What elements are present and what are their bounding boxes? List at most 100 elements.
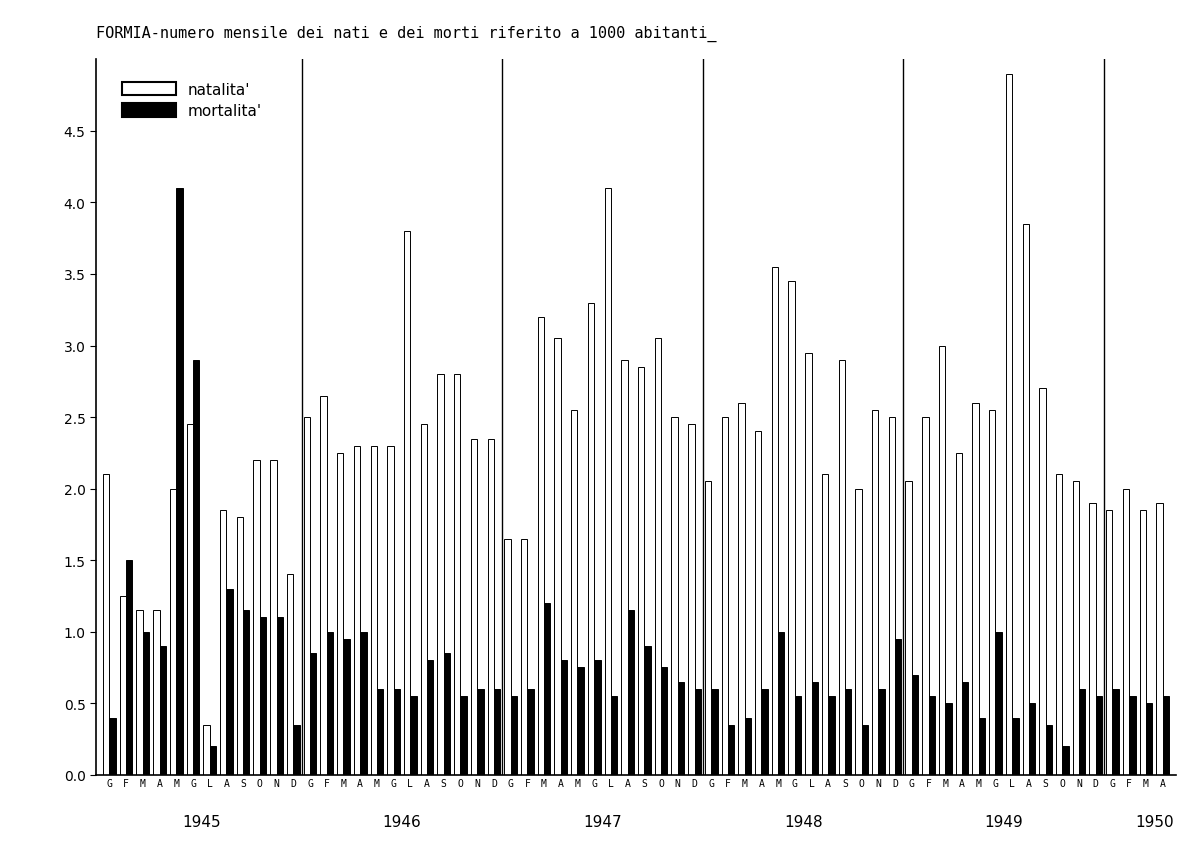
Bar <box>929 697 935 775</box>
Bar <box>862 725 868 775</box>
Bar <box>160 647 166 775</box>
Bar <box>745 718 751 775</box>
Bar <box>788 282 794 775</box>
Bar <box>410 697 416 775</box>
Bar <box>845 689 851 775</box>
Bar <box>170 489 176 775</box>
Bar <box>103 474 109 775</box>
Bar <box>594 660 600 775</box>
Bar <box>437 375 444 775</box>
Bar <box>1123 489 1129 775</box>
Bar <box>388 446 394 775</box>
Text: 1949: 1949 <box>984 814 1024 829</box>
Bar <box>421 424 427 775</box>
Bar <box>120 596 126 775</box>
Bar <box>1045 725 1052 775</box>
Bar <box>1056 474 1062 775</box>
Bar <box>126 561 132 775</box>
Bar <box>772 268 778 775</box>
Bar <box>1140 511 1146 775</box>
Bar <box>1096 697 1102 775</box>
Bar <box>1062 746 1069 775</box>
Bar <box>728 725 734 775</box>
Bar <box>938 346 946 775</box>
Bar <box>326 632 334 775</box>
Bar <box>310 653 317 775</box>
Bar <box>661 668 667 775</box>
Bar <box>560 660 568 775</box>
Bar <box>244 610 250 775</box>
Bar <box>889 418 895 775</box>
Bar <box>220 511 227 775</box>
Bar <box>628 610 634 775</box>
Bar <box>571 411 577 775</box>
Bar <box>404 232 410 775</box>
Bar <box>354 446 360 775</box>
Bar <box>923 418 929 775</box>
Bar <box>377 689 383 775</box>
Bar <box>260 617 266 775</box>
Legend: natalita', mortalita': natalita', mortalita' <box>114 75 270 127</box>
Bar <box>794 697 802 775</box>
Bar <box>1129 697 1135 775</box>
Bar <box>872 411 878 775</box>
Bar <box>187 424 193 775</box>
Bar <box>778 632 785 775</box>
Bar <box>1012 718 1019 775</box>
Bar <box>989 411 996 775</box>
Bar <box>655 339 661 775</box>
Bar <box>137 610 143 775</box>
Bar <box>805 353 811 775</box>
Bar <box>856 489 862 775</box>
Bar <box>527 689 534 775</box>
Text: 1946: 1946 <box>383 814 421 829</box>
Bar <box>678 682 684 775</box>
Bar <box>577 668 584 775</box>
Bar <box>962 682 968 775</box>
Bar <box>721 418 728 775</box>
Bar <box>906 482 912 775</box>
Bar <box>320 396 326 775</box>
Bar <box>712 689 718 775</box>
Bar <box>227 589 233 775</box>
Bar <box>444 653 450 775</box>
Bar <box>511 697 517 775</box>
Bar <box>1073 482 1079 775</box>
Bar <box>1006 75 1012 775</box>
Bar <box>811 682 818 775</box>
Bar <box>1106 511 1112 775</box>
Bar <box>478 689 484 775</box>
Bar <box>611 697 617 775</box>
Bar <box>588 303 594 775</box>
Text: FORMIA-numero mensile dei nati e dei morti riferito a 1000 abitanti_: FORMIA-numero mensile dei nati e dei mor… <box>96 26 716 42</box>
Text: 1945: 1945 <box>182 814 221 829</box>
Bar <box>895 639 901 775</box>
Bar <box>828 697 835 775</box>
Bar <box>822 474 828 775</box>
Text: 1948: 1948 <box>784 814 822 829</box>
Bar <box>470 439 478 775</box>
Bar <box>504 539 511 775</box>
Bar <box>972 403 979 775</box>
Bar <box>622 361 628 775</box>
Bar <box>337 453 343 775</box>
Bar <box>287 575 293 775</box>
Bar <box>996 632 1002 775</box>
Bar <box>293 725 300 775</box>
Bar <box>695 689 701 775</box>
Bar <box>755 432 761 775</box>
Bar <box>454 375 461 775</box>
Bar <box>253 461 260 775</box>
Bar <box>487 439 494 775</box>
Bar <box>688 424 695 775</box>
Bar <box>538 318 544 775</box>
Bar <box>644 647 650 775</box>
Bar <box>521 539 527 775</box>
Bar <box>878 689 884 775</box>
Bar <box>672 418 678 775</box>
Bar <box>554 339 560 775</box>
Bar <box>761 689 768 775</box>
Bar <box>203 725 210 775</box>
Bar <box>176 189 182 775</box>
Bar <box>270 461 276 775</box>
